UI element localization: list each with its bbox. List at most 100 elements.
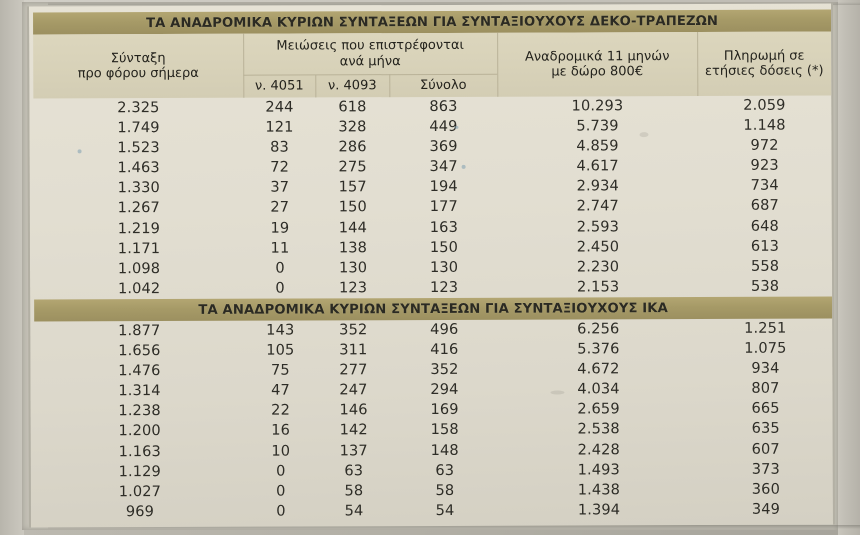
cell-total: 54 bbox=[435, 501, 455, 519]
cell-total: 58 bbox=[435, 481, 455, 499]
cell-total: 863 bbox=[429, 97, 458, 116]
cell-law-4093: 247 bbox=[339, 381, 368, 399]
cell-law-4051: 0 bbox=[276, 502, 286, 520]
header-pension-pre-tax-line2: προ φόρου σήμερα bbox=[77, 65, 199, 82]
cell-total: 163 bbox=[429, 218, 458, 236]
cell-annual-payment: 734 bbox=[750, 177, 779, 195]
clipping-top-edge bbox=[48, 2, 860, 5]
header-retro-11-months: Αναδρομικά 11 μηνών με δώρο 800€ bbox=[497, 32, 697, 97]
page-right-margin bbox=[838, 0, 860, 535]
cell-law-4051: 11 bbox=[270, 239, 290, 257]
cell-total: 169 bbox=[430, 401, 459, 419]
cell-law-4051: 22 bbox=[271, 401, 290, 419]
cell-retro-11-months: 4.672 bbox=[577, 360, 620, 378]
cell-law-4093: 328 bbox=[338, 118, 367, 136]
cell-retro-11-months: 2.428 bbox=[577, 440, 620, 459]
cell-total: 496 bbox=[430, 320, 459, 339]
cell-retro-11-months: 6.256 bbox=[577, 320, 620, 338]
cell-annual-payment: 373 bbox=[751, 460, 780, 478]
header-reductions-group: Μειώσεις που επιστρέφονται ανά μήνα bbox=[243, 33, 497, 75]
cell-law-4051: 0 bbox=[275, 259, 285, 277]
cell-retro-11-months: 2.538 bbox=[577, 420, 620, 438]
cell-law-4051: 16 bbox=[271, 422, 291, 440]
header-annual-payment: Πληρωμή σε ετήσιες δόσεις (*) bbox=[697, 31, 831, 96]
cell-law-4093: 157 bbox=[338, 178, 367, 196]
cell-annual-payment: 607 bbox=[751, 440, 780, 458]
cell-total: 150 bbox=[429, 238, 459, 256]
cell-annual-payment: 2.059 bbox=[743, 96, 786, 114]
cell-law-4051: 75 bbox=[270, 361, 290, 379]
cell-law-4093: 58 bbox=[344, 482, 364, 500]
cell-annual-payment: 687 bbox=[750, 197, 779, 215]
cell-annual-payment: 1.251 bbox=[744, 319, 787, 337]
cell-retro-11-months: 10.293 bbox=[571, 97, 624, 115]
cell-retro-11-months: 5.739 bbox=[576, 117, 619, 135]
scan-speck bbox=[77, 149, 82, 154]
cell-annual-payment: 1.075 bbox=[744, 339, 787, 357]
cell-law-4051: 244 bbox=[265, 98, 294, 116]
cell-law-4093: 286 bbox=[338, 138, 367, 156]
header-annual-payment-line1: Πληρωμή σε bbox=[723, 48, 805, 64]
section-rows-ika: 1.877 143 352 496 6.256 1.251 1.656 105 311 416 5.… bbox=[34, 318, 833, 522]
cell-law-4051: 0 bbox=[275, 279, 285, 297]
cell-pension-pre-tax: 1.476 bbox=[118, 362, 161, 380]
cell-retro-11-months: 1.394 bbox=[577, 501, 621, 519]
clipping-bottom-edge bbox=[48, 525, 860, 529]
section-title-ika: ΤΑ ΑΝΑΔΡΟΜΙΚΑ ΚΥΡΙΩΝ ΣΥΝΤΑΞΕΩΝ ΓΙΑ ΣΥΝΤΑ… bbox=[34, 296, 833, 322]
cell-law-4051: 0 bbox=[276, 482, 286, 500]
cell-law-4051: 0 bbox=[276, 462, 286, 480]
cell-pension-pre-tax: 1.238 bbox=[118, 402, 161, 420]
cell-pension-pre-tax: 1.314 bbox=[118, 382, 161, 400]
cell-annual-payment: 613 bbox=[750, 237, 780, 255]
cell-annual-payment: 635 bbox=[751, 420, 780, 438]
cell-total: 369 bbox=[429, 138, 458, 156]
cell-total: 449 bbox=[429, 117, 458, 136]
cell-annual-payment: 349 bbox=[751, 500, 781, 518]
cell-law-4051: 72 bbox=[270, 158, 290, 176]
cell-law-4051: 47 bbox=[271, 381, 290, 399]
cell-retro-11-months: 2.450 bbox=[576, 237, 620, 256]
header-divider-2 bbox=[315, 74, 317, 98]
cell-total: 177 bbox=[429, 198, 458, 216]
cell-retro-11-months: 1.438 bbox=[577, 481, 621, 499]
cell-law-4093: 275 bbox=[338, 158, 367, 176]
header-retro-11-months-line2: με δώρο 800€ bbox=[551, 64, 644, 80]
cell-pension-pre-tax: 1.523 bbox=[117, 139, 160, 157]
cell-pension-pre-tax: 2.325 bbox=[117, 99, 160, 117]
header-pension-pre-tax-line1: Σύνταξη bbox=[110, 50, 166, 66]
cell-retro-11-months: 4.859 bbox=[576, 137, 619, 155]
cell-annual-payment: 648 bbox=[750, 217, 779, 235]
cell-total: 194 bbox=[429, 178, 458, 196]
scan-dust bbox=[639, 132, 649, 138]
cell-pension-pre-tax: 1.267 bbox=[117, 199, 160, 217]
section-rows-deko-trapezon: 2.325 244 618 863 10.293 2.059 1.749 121 328 449 5… bbox=[33, 95, 832, 299]
cell-law-4093: 137 bbox=[339, 441, 368, 459]
page-left-margin bbox=[0, 0, 24, 535]
cell-retro-11-months: 4.617 bbox=[576, 157, 619, 175]
cell-law-4051: 105 bbox=[266, 341, 295, 359]
cell-pension-pre-tax: 1.749 bbox=[117, 119, 160, 137]
cell-annual-payment: 934 bbox=[751, 359, 780, 377]
table-header: Σύνταξη προ φόρου σήμερα Μειώσεις που επ… bbox=[33, 31, 832, 99]
cell-retro-11-months: 2.230 bbox=[576, 258, 620, 276]
cell-law-4051: 121 bbox=[265, 118, 294, 136]
cell-retro-11-months: 2.593 bbox=[576, 217, 620, 236]
cell-law-4093: 130 bbox=[338, 258, 368, 277]
header-divider-3 bbox=[389, 74, 391, 98]
cell-law-4093: 618 bbox=[338, 98, 367, 116]
cell-law-4051: 143 bbox=[266, 321, 295, 339]
cell-law-4093: 146 bbox=[339, 401, 368, 419]
cell-pension-pre-tax: 1.042 bbox=[117, 279, 161, 298]
cell-retro-11-months: 2.153 bbox=[576, 278, 620, 296]
cell-pension-pre-tax: 969 bbox=[125, 502, 155, 521]
cell-law-4051: 27 bbox=[270, 199, 290, 217]
cell-total: 347 bbox=[429, 158, 458, 176]
cell-total: 123 bbox=[429, 278, 459, 296]
cell-retro-11-months: 5.376 bbox=[577, 340, 620, 358]
header-reductions-group-line1: Μειώσεις που επιστρέφονται bbox=[276, 37, 464, 54]
cell-law-4093: 150 bbox=[338, 198, 367, 216]
cell-retro-11-months: 1.493 bbox=[577, 460, 620, 479]
cell-law-4093: 138 bbox=[338, 238, 368, 257]
table-row: 969 0 54 54 1.394 349 bbox=[35, 499, 833, 522]
cell-total: 416 bbox=[430, 340, 459, 359]
